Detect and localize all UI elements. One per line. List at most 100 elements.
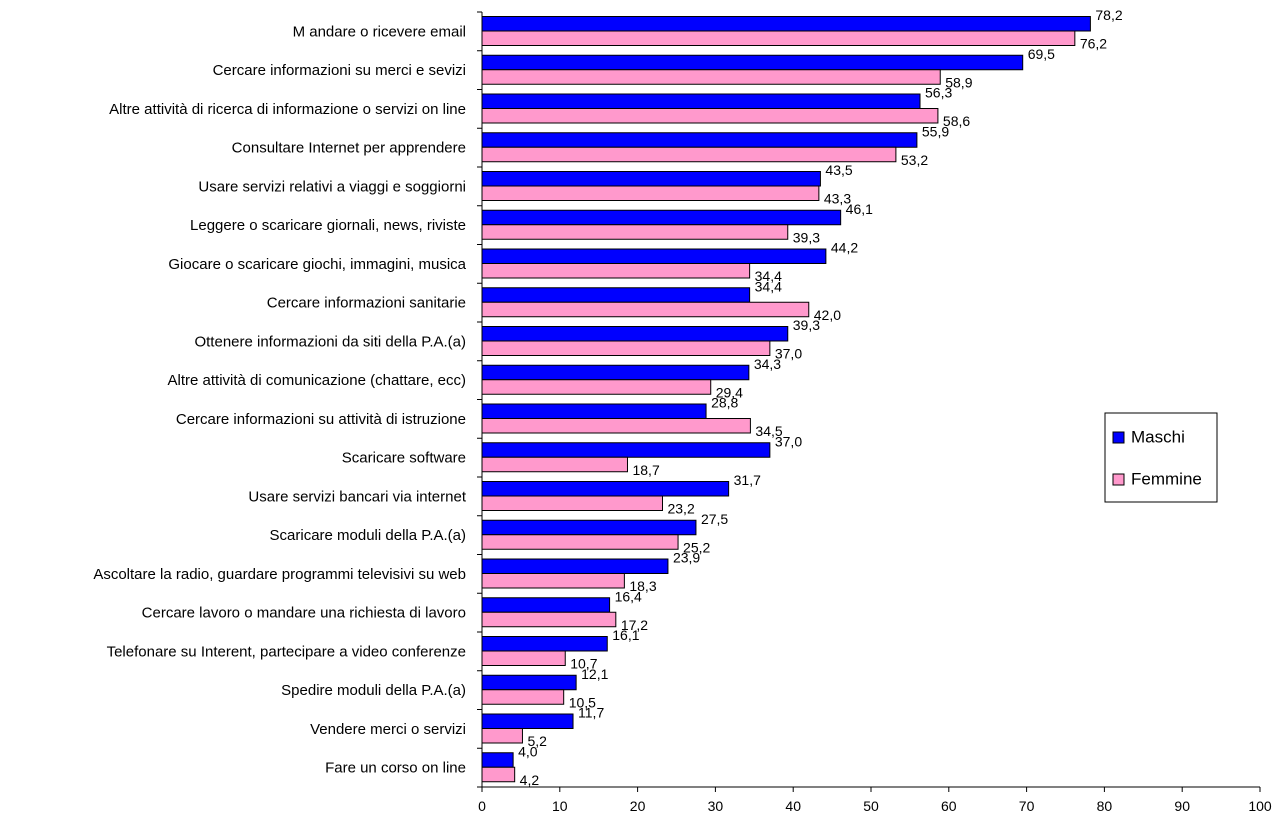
value-label-maschi: 23,9 — [673, 550, 700, 566]
value-label-maschi: 43,5 — [825, 162, 852, 178]
bar-maschi — [481, 16, 1091, 32]
category-label: Cercare informazioni su merci e sevizi — [213, 62, 466, 79]
legend: Maschi Femmine — [1104, 412, 1218, 503]
bar-maschi — [481, 93, 921, 109]
x-tick-label: 50 — [863, 798, 879, 814]
value-label-maschi: 28,8 — [711, 395, 738, 411]
value-label-maschi: 37,0 — [775, 433, 802, 449]
bar-femmine — [481, 534, 679, 550]
bar-femmine — [481, 379, 712, 395]
category-label: Scaricare software — [342, 450, 466, 467]
bar-maschi — [481, 326, 789, 342]
bar-maschi — [481, 54, 1024, 71]
bar-maschi — [481, 481, 730, 497]
x-tick-label: 100 — [1248, 798, 1272, 814]
bar-maschi — [481, 171, 821, 187]
category-label: Cercare informazioni sanitarie — [267, 295, 466, 312]
bar-femmine — [481, 573, 625, 589]
legend-box — [1104, 412, 1218, 503]
value-label-femmine: 37,0 — [775, 346, 802, 362]
value-label-maschi: 16,4 — [615, 588, 642, 604]
category-label: Telefonare su Interent, partecipare a vi… — [107, 643, 466, 660]
bar-maschi — [481, 248, 827, 264]
bar-femmine — [481, 108, 939, 124]
x-tick-label: 80 — [1097, 798, 1113, 814]
category-label: Consultare Internet per apprendere — [232, 140, 466, 157]
bar-femmine — [481, 69, 941, 85]
bar-femmine — [481, 224, 789, 240]
bar-maschi — [481, 597, 611, 613]
value-label-femmine: 58,6 — [943, 113, 970, 129]
bar-maschi — [481, 364, 750, 381]
value-label-femmine: 25,2 — [683, 539, 710, 555]
bar-femmine — [481, 263, 751, 279]
value-label-femmine: 17,2 — [621, 617, 648, 633]
value-label-femmine: 53,2 — [901, 152, 928, 168]
bar-femmine — [481, 301, 810, 318]
x-tick-label: 70 — [1019, 798, 1035, 814]
legend-label-maschi: Maschi — [1131, 427, 1185, 446]
value-label-femmine: 4,2 — [520, 772, 540, 788]
value-label-femmine: 34,4 — [755, 268, 782, 284]
value-label-maschi: 16,1 — [612, 627, 639, 643]
bar-femmine — [481, 611, 617, 628]
value-label-femmine: 10,5 — [569, 694, 596, 710]
bar-femmine — [481, 728, 523, 744]
category-label: Scaricare moduli della P.A.(a) — [270, 527, 466, 544]
value-label-femmine: 10,7 — [570, 656, 597, 672]
bar-maschi — [481, 636, 608, 652]
value-label-maschi: 31,7 — [734, 472, 761, 488]
bar-maschi — [481, 209, 842, 226]
bar-maschi — [481, 442, 771, 458]
category-label: Giocare o scaricare giochi, immagini, mu… — [168, 256, 466, 273]
value-label-femmine: 23,2 — [667, 501, 694, 517]
bar-maschi — [481, 752, 514, 768]
bar-femmine — [481, 185, 820, 201]
value-label-femmine: 42,0 — [814, 307, 841, 323]
value-label-femmine: 43,3 — [824, 191, 851, 207]
category-label: Altre attività di comunicazione (chattar… — [168, 372, 466, 389]
category-label: Leggere o scaricare giornali, news, rivi… — [190, 217, 466, 234]
bar-femmine — [481, 456, 628, 473]
value-label-femmine: 76,2 — [1080, 36, 1107, 52]
x-tick-label: 90 — [1174, 798, 1190, 814]
bar-femmine — [481, 30, 1076, 46]
legend-swatch-femmine — [1112, 473, 1125, 486]
value-label-femmine: 34,5 — [755, 423, 782, 439]
category-label: Ascoltare la radio, guardare programmi t… — [93, 566, 466, 583]
category-label: Spedire moduli della P.A.(a) — [281, 682, 466, 699]
bar-maschi — [481, 674, 577, 691]
value-label-maschi: 39,3 — [793, 317, 820, 333]
category-label: M andare o ricevere email — [293, 23, 466, 40]
value-label-maschi: 11,7 — [578, 705, 604, 721]
x-tick-label: 20 — [630, 798, 646, 814]
value-label-maschi: 56,3 — [925, 85, 952, 101]
bar-maschi — [481, 519, 697, 536]
legend-label-femmine: Femmine — [1131, 469, 1202, 488]
bar-femmine — [481, 146, 897, 163]
bar-femmine — [481, 689, 565, 705]
x-tick-label: 10 — [552, 798, 568, 814]
x-tick-label: 0 — [478, 798, 486, 814]
x-tick-label: 40 — [785, 798, 801, 814]
bar-maschi — [481, 558, 669, 574]
category-label: Vendere merci o servizi — [310, 721, 466, 738]
value-label-maschi: 44,2 — [831, 240, 858, 256]
value-label-maschi: 34,3 — [754, 356, 781, 372]
bar-femmine — [481, 650, 566, 666]
category-label: Altre attività di ricerca di informazion… — [109, 101, 466, 118]
bar-maschi — [481, 713, 574, 729]
bar-maschi — [481, 403, 707, 419]
value-label-femmine: 5,2 — [527, 733, 547, 749]
value-label-femmine: 39,3 — [793, 229, 820, 245]
value-label-maschi: 78,2 — [1095, 7, 1122, 23]
bar-femmine — [481, 340, 771, 356]
value-label-maschi: 4,0 — [518, 743, 538, 759]
value-label-maschi: 69,5 — [1028, 46, 1055, 62]
bar-femmine — [481, 418, 751, 434]
bar-femmine — [481, 495, 663, 511]
x-tick-label: 30 — [708, 798, 724, 814]
value-label-maschi: 34,4 — [755, 278, 782, 294]
